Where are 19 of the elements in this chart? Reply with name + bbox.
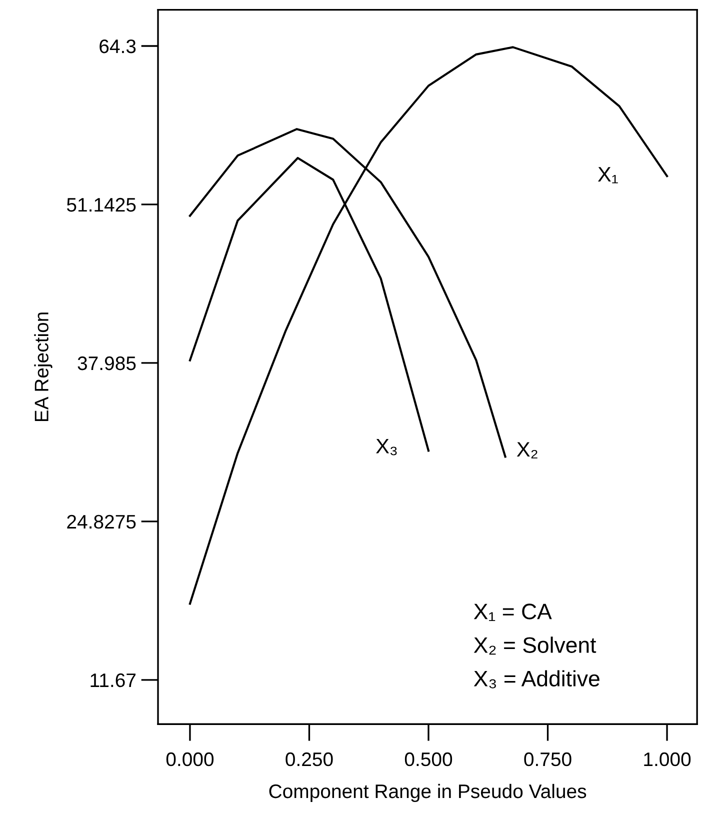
x-tick-label: 0.250 — [286, 752, 333, 766]
annotation: X₃ = Additive — [474, 670, 600, 688]
y-tick-label: 11.67 — [90, 673, 136, 688]
x-tick-label: 1.000 — [644, 752, 691, 766]
x-tick-label: 0.000 — [166, 752, 214, 766]
annotation: X₂ = Solvent — [474, 636, 596, 655]
y-tick-label: 51.1425 — [66, 198, 136, 212]
annotation: X₁ = CA — [474, 604, 552, 622]
x-tick-label: 0.500 — [404, 752, 452, 766]
x-axis-title: Component Range in Pseudo Values — [269, 784, 586, 802]
series-label: X₁ — [598, 167, 618, 184]
y-tick-label: 37.985 — [78, 356, 136, 370]
y-axis-title: EA Rejection — [34, 312, 52, 422]
series-label: X₃ — [376, 438, 397, 456]
y-tick-label: 24.8275 — [67, 514, 136, 529]
x-tick-label: 0.750 — [524, 752, 572, 766]
line-series — [188, 46, 668, 605]
y-tick-label: 64.3 — [100, 39, 136, 54]
series-label: X₂ — [516, 442, 538, 458]
